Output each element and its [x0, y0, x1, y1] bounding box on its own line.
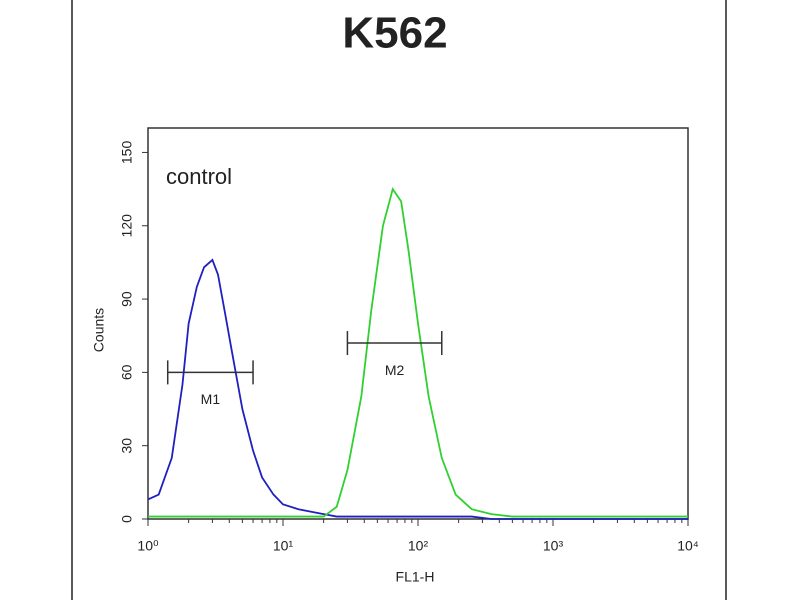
y-tick-label: 30 [119, 438, 135, 454]
x-axis-label: FL1-H [396, 569, 435, 585]
y-tick-label: 150 [119, 141, 135, 165]
x-tick-label: 10³ [543, 538, 564, 554]
marker-label: M2 [385, 362, 405, 378]
series-line [147, 258, 688, 520]
x-tick-label: 10¹ [273, 538, 294, 554]
y-tick-label: 120 [119, 214, 135, 238]
chart-title: K562 [342, 9, 447, 58]
y-tick-label: 60 [119, 364, 135, 380]
y-tick-label: 0 [119, 515, 135, 523]
annotation: control [166, 164, 232, 189]
series-line [148, 186, 688, 518]
x-tick-label: 10⁴ [677, 538, 699, 554]
x-tick-label: 10⁰ [137, 538, 159, 554]
x-tick-label: 10² [408, 538, 429, 554]
y-axis-label: Counts [91, 308, 107, 352]
y-tick-label: 90 [119, 291, 135, 307]
marker-label: M1 [201, 391, 221, 407]
